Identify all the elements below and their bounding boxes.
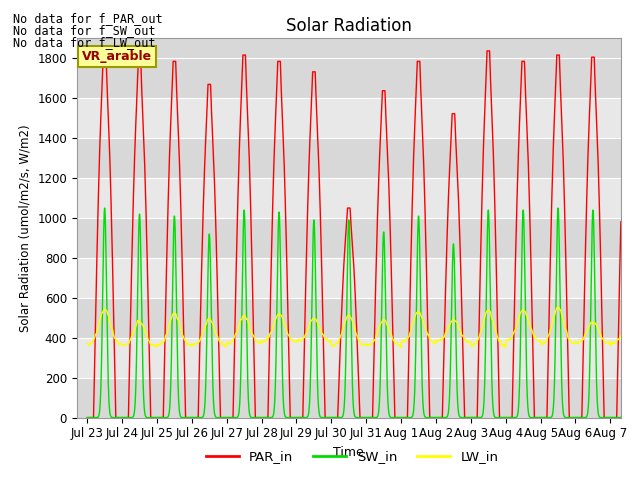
Bar <box>77 378 621 418</box>
Bar <box>77 178 621 218</box>
Bar <box>77 338 621 378</box>
Title: Solar Radiation: Solar Radiation <box>286 17 412 36</box>
Bar <box>77 258 621 298</box>
Y-axis label: Solar Radiation (umol/m2/s, W/m2): Solar Radiation (umol/m2/s, W/m2) <box>19 124 32 332</box>
Legend: PAR_in, SW_in, LW_in: PAR_in, SW_in, LW_in <box>200 445 504 468</box>
Text: No data for f_LW_out: No data for f_LW_out <box>13 36 156 49</box>
Text: No data for f_PAR_out: No data for f_PAR_out <box>13 12 163 25</box>
Bar <box>77 98 621 138</box>
Bar <box>77 298 621 338</box>
Text: VR_arable: VR_arable <box>82 50 152 63</box>
Bar <box>77 59 621 98</box>
X-axis label: Time: Time <box>333 446 364 459</box>
Text: No data for f_SW_out: No data for f_SW_out <box>13 24 156 37</box>
Bar <box>77 138 621 178</box>
Bar <box>77 218 621 258</box>
